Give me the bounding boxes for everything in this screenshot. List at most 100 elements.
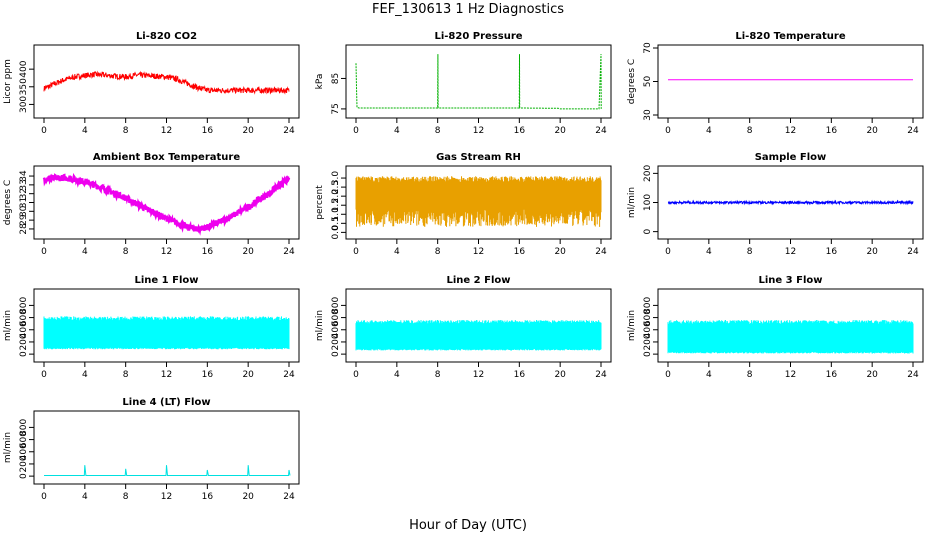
y-tick-label: 0 xyxy=(331,351,341,357)
y-tick-label: 0 xyxy=(643,351,653,357)
x-tick-label: 4 xyxy=(706,247,712,257)
y-tick-label: 600 xyxy=(331,309,341,326)
y-axis-label: ml/min xyxy=(627,310,637,341)
series-area xyxy=(667,320,914,354)
y-tick-label: 200 xyxy=(19,333,29,350)
plot-marks xyxy=(43,70,290,95)
y-axis-label: ml/min xyxy=(315,310,325,341)
panel-title: Line 4 (LT) Flow xyxy=(122,397,210,408)
y-tick-label: 30 xyxy=(19,205,29,217)
y-tick-label: 400 xyxy=(19,443,29,460)
y-axis-label: percent xyxy=(315,185,325,220)
y-tick-label: 800 xyxy=(643,297,653,314)
figure-title: FEF_130613 1 Hz Diagnostics xyxy=(372,2,564,17)
y-tick-label: 0.5 xyxy=(331,216,341,230)
x-tick-label: 20 xyxy=(242,492,254,502)
x-tick-label: 24 xyxy=(283,492,295,502)
x-tick-label: 4 xyxy=(706,126,712,136)
x-tick-label: 8 xyxy=(747,370,753,380)
y-tick-label: 28 xyxy=(19,223,29,235)
y-tick-label: 1.0 xyxy=(331,207,341,222)
y-tick-label: 600 xyxy=(19,431,29,448)
y-tick-label: 800 xyxy=(19,297,29,314)
x-tick-label: 8 xyxy=(435,370,441,380)
panel-title: Sample Flow xyxy=(755,152,827,163)
y-tick-label: 800 xyxy=(331,297,341,314)
plot-marks xyxy=(43,316,290,350)
x-tick-label: 12 xyxy=(473,247,484,257)
series-line xyxy=(667,199,914,206)
x-tick-label: 16 xyxy=(514,370,526,380)
x-tick-label: 12 xyxy=(473,126,484,136)
x-tick-label: 4 xyxy=(82,126,88,136)
x-tick-label: 12 xyxy=(785,126,796,136)
y-axis-label: degrees C xyxy=(3,180,13,225)
x-tick-label: 20 xyxy=(242,126,254,136)
panel-title: Line 1 Flow xyxy=(135,275,199,286)
x-tick-label: 8 xyxy=(123,492,129,502)
x-tick-label: 0 xyxy=(41,126,47,136)
x-tick-label: 4 xyxy=(82,492,88,502)
y-tick-label: 300 xyxy=(19,96,29,113)
series-line xyxy=(355,54,602,110)
x-tick-label: 12 xyxy=(785,247,796,257)
y-tick-label: 33 xyxy=(19,179,29,190)
panel-title: Ambient Box Temperature xyxy=(93,152,240,163)
y-tick-label: 2.5 xyxy=(331,180,341,194)
x-tick-label: 0 xyxy=(665,126,671,136)
plot-marks xyxy=(355,176,602,227)
x-tick-label: 16 xyxy=(826,247,838,257)
x-tick-label: 12 xyxy=(785,370,796,380)
y-tick-label: 400 xyxy=(331,321,341,338)
y-tick-label: 100 xyxy=(643,194,653,211)
x-tick-label: 20 xyxy=(554,370,566,380)
y-tick-label: 34 xyxy=(19,170,29,182)
plot-marks xyxy=(42,172,291,236)
panel-4: Gas Stream RH 0 4 8 12 16 20 24 0.00.51.01.52.02… xyxy=(315,152,612,257)
x-tick-label: 20 xyxy=(242,370,254,380)
x-tick-label: 20 xyxy=(554,247,566,257)
y-tick-label: 200 xyxy=(643,165,653,182)
x-tick-label: 24 xyxy=(283,247,295,257)
x-tick-label: 16 xyxy=(826,126,838,136)
series-line xyxy=(42,172,291,236)
panel-1: Li-820 Pressure 0 4 8 12 16 20 24 75 85 kPa xyxy=(315,31,612,136)
y-tick-label: 200 xyxy=(19,455,29,472)
plot-marks xyxy=(44,465,291,476)
y-tick-label: 600 xyxy=(643,309,653,326)
y-axis-label: ml/min xyxy=(3,310,13,341)
y-tick-label: 29 xyxy=(19,214,29,226)
y-axis-label: Licor ppm xyxy=(3,59,13,104)
y-tick-label: 31 xyxy=(19,197,29,208)
y-tick-label: 3.0 xyxy=(331,171,341,186)
x-tick-label: 12 xyxy=(161,370,172,380)
y-tick-label: 1.5 xyxy=(331,198,341,212)
x-tick-label: 12 xyxy=(161,126,172,136)
y-tick-label: 85 xyxy=(331,73,341,84)
x-tick-label: 4 xyxy=(82,247,88,257)
y-axis-label: ml/min xyxy=(627,187,637,218)
y-tick-label: 400 xyxy=(19,321,29,338)
panel-3: Ambient Box Temperature 0 4 8 12 16 20 24 282930… xyxy=(3,152,300,257)
x-tick-label: 4 xyxy=(82,370,88,380)
x-tick-label: 8 xyxy=(747,126,753,136)
plot-marks xyxy=(667,320,914,354)
y-tick-label: 0.0 xyxy=(331,225,341,240)
panel-title: Li-820 Temperature xyxy=(735,31,845,42)
x-tick-label: 4 xyxy=(394,247,400,257)
series-area xyxy=(355,176,602,227)
y-tick-label: 0 xyxy=(19,351,29,357)
y-tick-label: 0 xyxy=(19,473,29,479)
x-tick-label: 16 xyxy=(826,370,838,380)
x-tick-label: 0 xyxy=(41,370,47,380)
y-axis-label: ml/min xyxy=(3,432,13,463)
series-area xyxy=(43,316,290,350)
x-tick-label: 4 xyxy=(706,370,712,380)
y-tick-label: 200 xyxy=(331,333,341,350)
x-tick-label: 20 xyxy=(866,247,878,257)
series-line xyxy=(44,465,291,476)
